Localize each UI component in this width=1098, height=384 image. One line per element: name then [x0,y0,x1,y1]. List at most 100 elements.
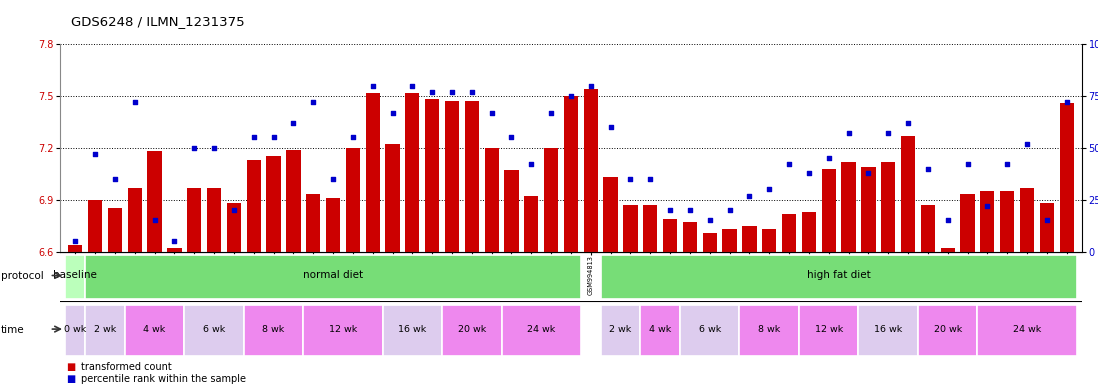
Point [344,134,361,141]
FancyBboxPatch shape [601,255,1076,299]
Point [444,89,461,95]
Text: percentile rank within the sample: percentile rank within the sample [81,374,246,384]
Bar [385,144,400,252]
Point [602,124,619,130]
Point [186,145,203,151]
Point [146,217,164,223]
Bar [127,187,142,252]
FancyBboxPatch shape [244,306,303,356]
FancyBboxPatch shape [918,306,977,356]
Text: time: time [1,325,25,335]
Text: ■: ■ [66,374,75,384]
Text: 4 wk: 4 wk [144,324,166,334]
Bar [563,96,579,252]
Text: 20 wk: 20 wk [933,324,962,334]
FancyBboxPatch shape [303,306,382,356]
Bar [464,101,479,252]
Point [701,217,718,223]
Bar [921,205,935,252]
Bar [981,191,995,252]
FancyBboxPatch shape [66,306,86,356]
FancyBboxPatch shape [799,306,859,356]
Bar [900,136,915,252]
Bar [445,101,459,252]
Point [582,83,600,89]
Text: normal diet: normal diet [303,270,363,280]
Point [205,145,223,151]
Bar [206,187,221,252]
FancyBboxPatch shape [442,306,502,356]
Point [424,89,441,95]
Text: 12 wk: 12 wk [328,324,357,334]
Text: transformed count: transformed count [81,362,172,372]
Bar [68,245,82,252]
Point [483,109,501,116]
Text: 24 wk: 24 wk [527,324,556,334]
Point [641,176,659,182]
Bar [624,205,638,252]
FancyBboxPatch shape [86,306,125,356]
Bar [782,214,796,252]
Bar [1040,203,1054,252]
Point [899,120,917,126]
Text: 20 wk: 20 wk [458,324,486,334]
Bar [703,232,717,252]
Point [67,238,85,244]
Bar [584,89,598,252]
Text: protocol: protocol [1,271,44,281]
Point [820,155,838,161]
Point [720,207,738,213]
Bar [167,248,181,252]
Bar [484,148,498,252]
FancyBboxPatch shape [125,306,184,356]
Bar [821,169,836,252]
Text: 0 wk: 0 wk [64,324,87,334]
Bar [1060,103,1074,252]
Point [879,130,897,136]
Point [1038,217,1055,223]
Bar [941,248,955,252]
FancyBboxPatch shape [739,306,799,356]
FancyBboxPatch shape [184,306,244,356]
Text: 8 wk: 8 wk [758,324,781,334]
Text: baseline: baseline [54,270,98,280]
Text: high fat diet: high fat diet [807,270,871,280]
Point [562,93,580,99]
FancyBboxPatch shape [66,255,86,299]
Point [363,83,381,89]
Point [661,207,679,213]
Point [225,207,243,213]
Bar [227,203,242,252]
Text: ■: ■ [66,362,75,372]
Point [265,134,282,141]
Bar [604,177,618,252]
Point [463,89,481,95]
Point [681,207,698,213]
Bar [346,148,360,252]
Bar [147,151,161,252]
FancyBboxPatch shape [977,306,1076,356]
Text: 12 wk: 12 wk [815,324,843,334]
Point [166,238,183,244]
Point [998,161,1016,167]
Bar [961,194,975,252]
Point [542,109,560,116]
Point [245,134,262,141]
Bar [108,208,122,252]
Point [404,83,422,89]
Bar [802,212,816,252]
Bar [524,196,538,252]
Text: 16 wk: 16 wk [399,324,426,334]
Text: 4 wk: 4 wk [649,324,671,334]
Text: 6 wk: 6 wk [698,324,721,334]
Bar [1020,187,1034,252]
Bar [326,198,340,252]
Text: 2 wk: 2 wk [93,324,116,334]
Point [324,176,341,182]
Bar [425,99,439,252]
Point [781,161,798,167]
Bar [405,93,419,252]
Point [840,130,858,136]
Point [939,217,956,223]
Bar [742,225,757,252]
